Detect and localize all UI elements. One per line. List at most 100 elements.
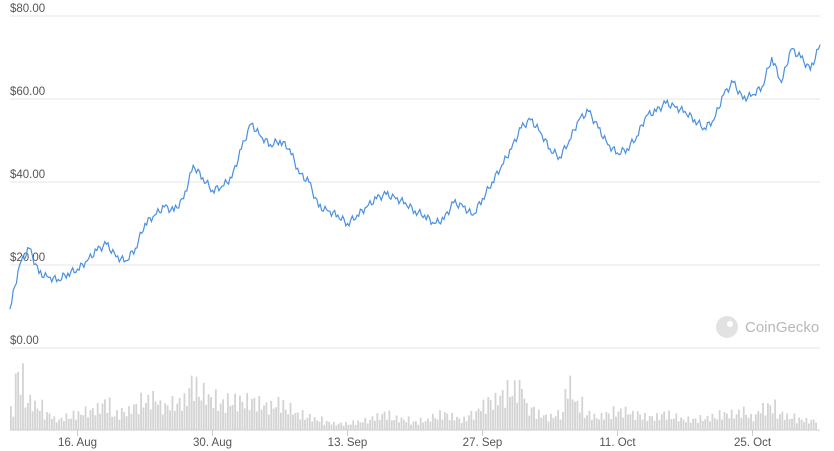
price-point — [626, 148, 628, 150]
price-point — [76, 268, 79, 270]
price-point — [703, 127, 705, 129]
volume-bar — [627, 414, 629, 430]
volume-bar — [31, 411, 34, 430]
volume-bar — [612, 406, 615, 430]
volume-bar — [680, 417, 682, 430]
price-point — [86, 260, 88, 262]
volume-bar — [559, 419, 562, 430]
volume-bar — [349, 424, 352, 430]
volume-bar — [689, 422, 692, 430]
volume-bar — [50, 418, 53, 430]
price-point — [192, 164, 194, 166]
volume-bar — [10, 406, 12, 430]
volume-bar — [766, 403, 769, 430]
volume-bar — [415, 421, 417, 430]
price-point — [298, 173, 300, 175]
volume-bar — [653, 420, 656, 430]
volume-bar — [19, 394, 22, 430]
price-point — [385, 193, 387, 196]
price-point — [761, 85, 763, 88]
volume-bar — [304, 419, 306, 430]
volume-bar — [299, 419, 302, 430]
volume-bar — [17, 371, 20, 430]
volume-bar — [96, 402, 99, 430]
volume-bar — [308, 413, 311, 430]
volume-bar — [142, 407, 145, 430]
volume-bar — [504, 407, 507, 430]
volume-bar — [779, 414, 781, 430]
price-point — [510, 148, 513, 150]
price-point — [549, 148, 551, 150]
volume-bar — [682, 419, 685, 430]
price-point — [713, 119, 715, 121]
volume-bar — [586, 415, 588, 430]
volume-bar — [697, 422, 699, 430]
volume-bar — [89, 410, 92, 430]
volume-bar — [651, 416, 654, 430]
volume-bar — [132, 404, 135, 430]
price-point — [250, 123, 252, 125]
volume-bar — [615, 416, 617, 430]
volume-bar — [345, 421, 347, 430]
volume-bar — [154, 401, 157, 430]
volume-bar — [361, 422, 364, 430]
volume-bar — [301, 409, 304, 430]
volume-bar — [123, 412, 126, 430]
volume-bar — [562, 412, 564, 430]
volume-bar — [598, 419, 601, 430]
volume-bar — [521, 389, 523, 430]
price-point — [327, 210, 329, 212]
volume-bar — [656, 413, 658, 430]
volume-bar — [157, 404, 159, 430]
price-point — [684, 110, 686, 113]
volume-bar — [518, 379, 521, 430]
volume-bar — [260, 409, 263, 430]
price-point — [202, 177, 204, 179]
price-point — [771, 56, 773, 59]
volume-bar — [176, 403, 179, 430]
volume-bar — [248, 410, 251, 430]
volume-bar — [460, 422, 463, 430]
price-point — [337, 214, 339, 216]
price-point — [173, 210, 175, 212]
volume-bar — [135, 403, 138, 430]
volume-bar — [398, 422, 400, 430]
volume-bar — [188, 388, 191, 430]
volume-bar — [22, 363, 24, 430]
price-point — [19, 264, 21, 266]
volume-bar — [525, 403, 528, 430]
price-point — [636, 135, 638, 137]
volume-bar — [219, 403, 222, 430]
volume-bar — [530, 407, 533, 430]
volume-bar — [624, 406, 627, 430]
price-point — [317, 206, 320, 208]
volume-bar — [366, 423, 369, 430]
volume-bar — [458, 418, 461, 430]
volume-bar — [400, 417, 403, 430]
price-point — [9, 307, 11, 310]
price-point — [144, 222, 146, 225]
price-series — [9, 44, 821, 310]
volume-bar — [477, 408, 480, 430]
volume-bar — [352, 420, 355, 430]
volume-bar — [200, 400, 203, 430]
volume-bar — [239, 395, 241, 430]
volume-bar — [494, 392, 497, 430]
price-point — [790, 48, 792, 50]
volume-bar — [171, 396, 174, 430]
volume-bar — [670, 418, 673, 430]
grid-layer — [10, 15, 820, 431]
y-tick-label: $60.00 — [10, 86, 45, 98]
volume-bar — [251, 399, 253, 430]
volume-bar — [128, 406, 130, 430]
volume-bar — [533, 406, 535, 430]
volume-bar — [581, 396, 584, 430]
volume-bar — [386, 419, 388, 430]
volume-bar — [140, 392, 142, 430]
volume-bar — [178, 397, 181, 430]
y-tick-label: $40.00 — [10, 169, 45, 181]
volume-bar — [24, 407, 27, 430]
price-point — [809, 69, 811, 71]
volume-bar — [636, 411, 639, 430]
y-tick-label: $20.00 — [10, 252, 45, 264]
